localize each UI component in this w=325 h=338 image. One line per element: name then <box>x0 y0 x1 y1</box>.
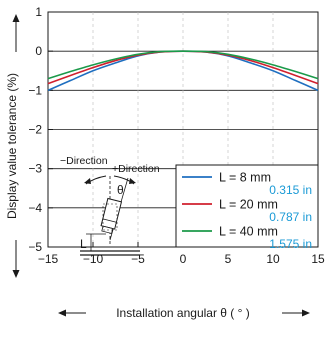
y-tick-label: −2 <box>28 123 42 137</box>
y-tick-label: −5 <box>28 240 42 254</box>
inset-theta-label: θ <box>117 183 124 197</box>
x-tick-label: 5 <box>225 252 232 266</box>
x-axis-label-arrowhead-right <box>302 309 310 317</box>
y-tick-label: 1 <box>35 5 42 19</box>
x-tick-label: 15 <box>311 252 325 266</box>
y-tick-label: −4 <box>28 201 42 215</box>
inset-minus-direction: −Direction <box>60 155 108 167</box>
legend-label: L = 8 mm <box>219 171 271 185</box>
x-tick-label: 0 <box>180 252 187 266</box>
x-axis-label-arrowhead-left <box>58 309 66 317</box>
minus-arrowhead <box>84 178 91 184</box>
legend-box <box>175 164 319 248</box>
sensor-body <box>100 197 123 234</box>
y-axis-label-arrowhead-top <box>12 14 20 22</box>
y-axis-label-arrowhead-bottom <box>12 270 20 278</box>
series-line-2 <box>47 50 319 80</box>
x-tick-label: −15 <box>38 252 59 266</box>
y-tick-label: 0 <box>35 44 42 58</box>
legend-label: L = 20 mm <box>219 198 278 212</box>
legend-sublabel: 0.787 in <box>269 210 312 224</box>
y-tick-label: −1 <box>28 83 42 97</box>
x-tick-label: −10 <box>83 252 104 266</box>
legend-label: L = 40 mm <box>219 225 278 239</box>
inset-plus-direction: +Direction <box>112 163 160 175</box>
x-tick-label: 10 <box>266 252 280 266</box>
x-tick-label: −5 <box>131 252 145 266</box>
inset-length-label: L <box>80 237 87 251</box>
legend: L = 8 mm0.315 inL = 20 mm0.787 inL = 40 … <box>175 164 319 251</box>
plus-arrowhead <box>129 178 136 184</box>
y-tick-label: −3 <box>28 162 42 176</box>
legend-sublabel: 0.315 in <box>269 183 312 197</box>
x-axis-label: Installation angular θ ( ° ) <box>116 306 250 320</box>
series-lines <box>47 50 319 92</box>
y-axis-label: Display value tolerance (%) <box>5 73 19 219</box>
legend-sublabel: 1.575 in <box>269 237 312 251</box>
x-tick-labels: −15 −10 −5 0 5 10 15 <box>38 252 325 266</box>
y-tick-labels: −5 −4 −3 −2 −1 0 1 <box>28 5 42 254</box>
installation-inset-diagram: −Direction +Direction θ L <box>60 155 160 256</box>
